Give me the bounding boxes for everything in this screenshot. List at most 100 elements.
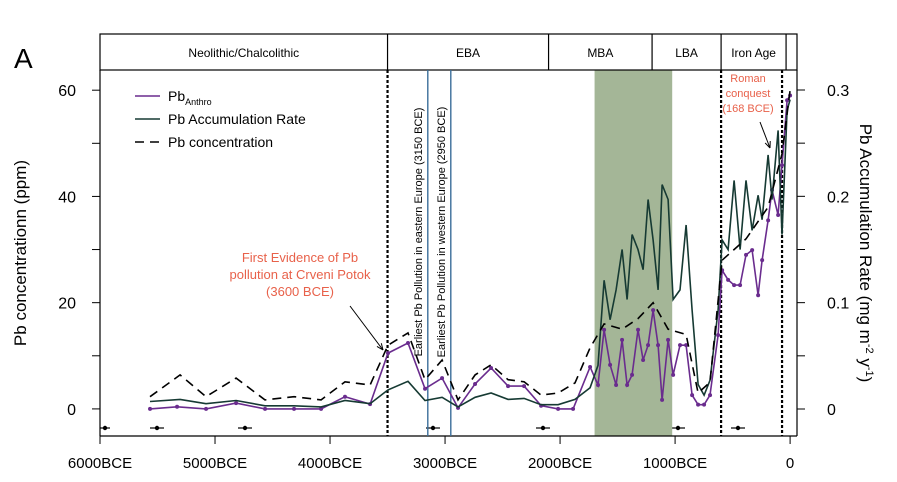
series-marker	[571, 406, 576, 411]
series-marker	[671, 372, 676, 377]
series-marker	[678, 343, 683, 348]
y2-axis-label: Pb Accumulation Rate (mg m-2 y-1)	[856, 124, 875, 383]
legend-name: Pb Accumulation Rate	[168, 111, 306, 127]
legend-name: Pb	[168, 88, 185, 104]
annotation: conquest	[726, 88, 771, 100]
annotation-arrowhead	[764, 140, 771, 149]
series-line	[149, 99, 791, 408]
legend-name: Pb concentration	[168, 134, 273, 150]
period-label: MBA	[587, 46, 613, 60]
legend-subscript: Anthro	[185, 97, 212, 107]
y-tick-label: 40	[58, 189, 76, 206]
series-marker	[666, 337, 671, 342]
x-tick-label: 1000BCE	[643, 455, 707, 472]
series-marker	[646, 343, 651, 348]
series-marker	[175, 404, 180, 409]
date-range-markers	[100, 425, 745, 431]
series-marker	[556, 406, 561, 411]
period-label: Neolithic/Chalcolithic	[188, 46, 299, 60]
series-marker	[506, 384, 511, 389]
series-marker	[716, 333, 721, 338]
legend-label: PbAnthro	[168, 88, 212, 107]
x-tick-label: 4000BCE	[298, 455, 362, 472]
series-marker	[776, 213, 781, 218]
series-marker	[148, 406, 153, 411]
x-tick-label: 5000BCE	[183, 455, 247, 472]
annotation: (3600 BCE)	[266, 284, 334, 299]
y-tick-label: 20	[58, 296, 76, 313]
series-marker	[588, 364, 593, 369]
x-tick-label: 0	[786, 455, 794, 472]
series-marker	[204, 406, 209, 411]
series-marker	[522, 384, 527, 389]
period-label: EBA	[456, 46, 480, 60]
series-marker	[614, 383, 619, 388]
series-marker	[440, 376, 445, 381]
y2-label-sup: -1	[863, 367, 875, 377]
series-marker	[656, 343, 661, 348]
series-marker	[708, 393, 713, 398]
series-marker	[660, 397, 665, 402]
annotation-arrow	[349, 305, 384, 351]
reference-line-label: Earliest Pb Pollution in western Europe …	[436, 107, 448, 358]
y2-tick-label: 0.3	[827, 83, 849, 100]
y-tick-label: 0	[67, 402, 76, 419]
y-axis-label: Pb concentrationn (ppm)	[11, 160, 30, 346]
annotation-arrowhead	[376, 343, 384, 351]
series-marker	[690, 393, 695, 398]
y-tick-label: 60	[58, 83, 76, 100]
series-marker	[750, 248, 755, 253]
period-label: LBA	[675, 46, 698, 60]
reference-line-label: Earliest Pb Pollution in eastern Europe …	[413, 108, 425, 357]
series-marker	[423, 386, 428, 391]
series-marker	[696, 402, 701, 407]
legend-label: Pb Accumulation Rate	[168, 111, 306, 127]
y2-tick-label: 0.2	[827, 189, 849, 206]
series-marker	[292, 406, 297, 411]
x-tick-label: 3000BCE	[413, 455, 477, 472]
series-marker	[473, 381, 478, 386]
annotation: (168 BCE)	[722, 103, 773, 115]
series-marker	[760, 258, 765, 263]
series-marker	[602, 327, 607, 332]
series-marker	[766, 218, 771, 223]
period-label: Iron Age	[731, 46, 776, 60]
series-marker	[342, 394, 347, 399]
series-marker	[651, 308, 656, 313]
x-tick-label: 2000BCE	[528, 455, 592, 472]
series-marker	[608, 362, 613, 367]
series-marker	[625, 383, 630, 388]
annotation: pollution at Crveni Potok	[230, 267, 371, 282]
series-marker	[641, 358, 646, 363]
series-marker	[489, 366, 494, 371]
series-marker	[726, 277, 731, 282]
series-marker	[263, 406, 268, 411]
series-marker	[684, 343, 689, 348]
panel-label: A	[14, 43, 33, 74]
x-tick-label: 6000BCE	[68, 455, 132, 472]
series-marker	[744, 252, 749, 257]
series-marker	[620, 337, 625, 342]
series-marker	[630, 372, 635, 377]
series-marker	[780, 163, 785, 168]
annotation-arrow	[759, 121, 771, 149]
annotation: Roman	[730, 73, 765, 85]
series-marker	[732, 283, 737, 288]
y2-label-part: Pb Accumulation Rate (mg m	[856, 124, 875, 344]
y2-tick-label: 0	[827, 402, 836, 419]
period-header	[99, 33, 798, 71]
series-line	[149, 95, 791, 410]
series-marker	[234, 401, 239, 406]
y2-label-sup: -2	[863, 344, 875, 354]
y2-label-part: )	[856, 377, 875, 383]
series-marker	[386, 351, 391, 356]
series-marker	[738, 283, 743, 288]
legend-label: Pb concentration	[168, 134, 273, 150]
y2-label-part: y	[856, 354, 875, 368]
series-marker	[756, 293, 761, 298]
series-marker	[636, 327, 641, 332]
series-marker	[406, 341, 411, 346]
series-marker	[702, 402, 707, 407]
